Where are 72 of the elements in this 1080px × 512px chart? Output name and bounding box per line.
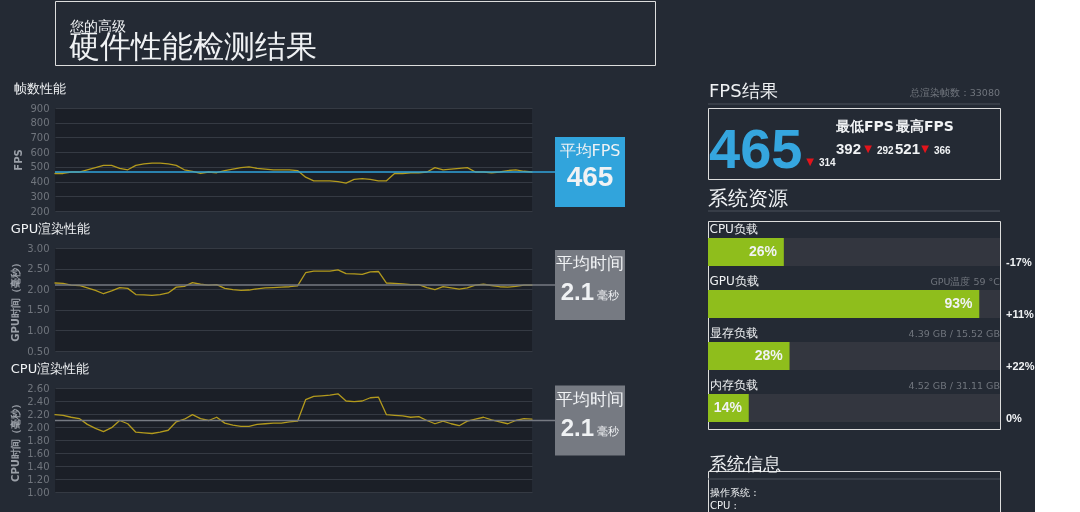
chart-title: 系统资源 — [707, 185, 788, 210]
text: 366 — [934, 145, 952, 156]
y-axis-title: GPU时间（毫秒） — [10, 258, 22, 342]
bar — [783, 238, 1000, 266]
text: 总渲染帧数：33080 — [908, 87, 1000, 98]
data-label: 14% — [713, 399, 743, 415]
ref-line-label: 平均时间 2.1毫秒 — [556, 388, 624, 441]
y-tick-label: 1.80 — [27, 434, 50, 446]
y-tick-label: 2.00 — [27, 421, 50, 433]
text: +11% — [1006, 308, 1035, 320]
y-tick-label: 2.50 — [27, 263, 50, 275]
y-tick-label: 1.20 — [27, 473, 50, 485]
bar — [979, 290, 1000, 318]
text: ▼ — [806, 156, 815, 167]
bar — [708, 342, 790, 370]
text: 0% — [1006, 412, 1023, 424]
y-tick-label: 600 — [30, 146, 50, 158]
annotation: GPU温度 59 °C — [930, 276, 1001, 287]
y-tick-label: 1.40 — [27, 460, 50, 472]
text: 465 — [709, 117, 803, 180]
y-tick-label: GPU负载 — [709, 274, 759, 288]
chart-title: GPU渲染性能 — [10, 221, 91, 236]
text: 292 — [877, 145, 895, 156]
y-tick-label: 1.60 — [27, 447, 50, 459]
text: ▼ — [921, 143, 930, 154]
line-series — [54, 393, 533, 435]
text: 最低FPS — [835, 118, 894, 134]
chart-title: CPU渲染性能 — [10, 361, 90, 376]
bar — [708, 290, 980, 318]
text: 392 — [836, 140, 862, 157]
text: 314 — [819, 157, 837, 168]
y-tick-label: 内存负载 — [709, 378, 758, 392]
y-tick-label: 400 — [30, 176, 50, 188]
y-tick-label: 500 — [30, 161, 50, 173]
y-tick-label: 2.00 — [27, 283, 50, 295]
data-label: 93% — [944, 295, 974, 311]
annotation: 4.52 GB / 31.11 GB — [908, 380, 1000, 391]
bar — [748, 394, 1000, 422]
y-tick-label: 1.50 — [27, 304, 50, 316]
y-axis-title: FPS — [13, 149, 25, 171]
y-tick-label: 300 — [30, 190, 50, 202]
y-tick-label: 3.00 — [27, 242, 50, 254]
text: CPU : — [710, 500, 737, 511]
y-tick-label: 2.20 — [27, 408, 50, 420]
y-axis-title: CPU时间（毫秒） — [10, 399, 22, 482]
y-tick-label: 200 — [30, 205, 50, 217]
y-tick-label: 700 — [30, 131, 50, 143]
text: ▼ — [864, 143, 873, 154]
y-tick-label: 显存负载 — [709, 326, 758, 340]
text: 最高FPS — [895, 118, 954, 134]
y-tick-label: 2.40 — [27, 395, 50, 407]
y-tick-label: 800 — [30, 117, 50, 129]
text: 操作系统 : — [710, 487, 757, 498]
text: 系统信息 — [709, 453, 781, 474]
text: 521 — [895, 140, 921, 157]
text: +22% — [1006, 360, 1035, 372]
y-tick-label: 2.60 — [27, 382, 50, 394]
bar — [708, 238, 784, 266]
y-tick-label: 1.00 — [27, 486, 50, 498]
y-tick-label: 1.00 — [27, 324, 50, 336]
data-label: 28% — [754, 347, 784, 363]
chart-title: 帧数性能 — [13, 81, 66, 96]
y-tick-label: CPU负载 — [709, 222, 758, 236]
ref-line-label: 平均时间 2.1毫秒 — [556, 253, 624, 306]
text: -17% — [1006, 256, 1032, 268]
y-tick-label: 0.50 — [27, 345, 50, 357]
bar — [789, 342, 1000, 370]
text: FPS结果 — [709, 80, 778, 101]
y-tick-label: 900 — [30, 102, 50, 114]
ref-line-label: 平均FPS 465 — [559, 141, 621, 193]
annotation: 4.39 GB / 15.52 GB — [908, 328, 1000, 339]
data-label: 26% — [748, 243, 778, 259]
